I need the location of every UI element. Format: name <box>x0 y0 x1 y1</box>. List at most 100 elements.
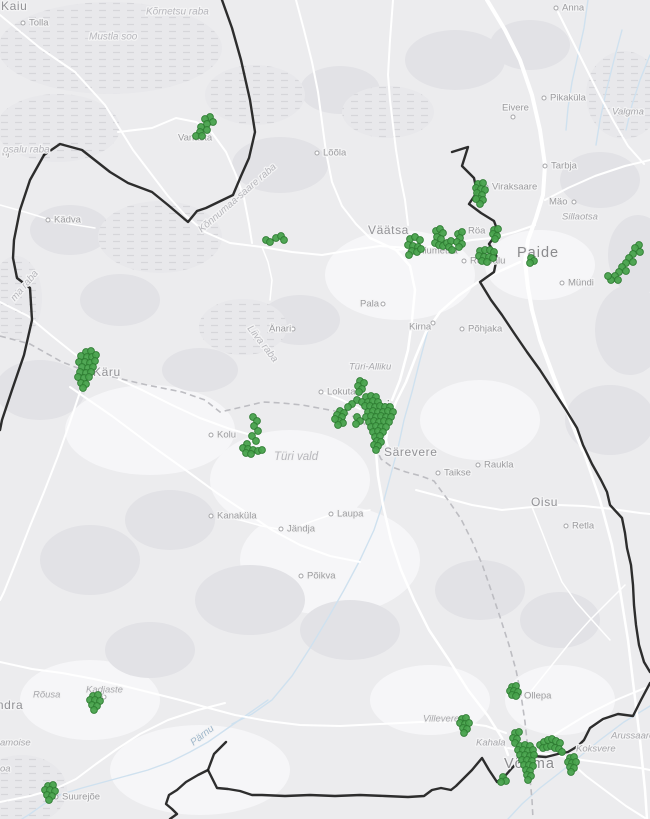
data-point[interactable] <box>614 276 622 284</box>
data-point[interactable] <box>491 235 499 243</box>
village-label: Lõõla <box>323 148 347 159</box>
data-point[interactable] <box>45 796 53 804</box>
data-point[interactable] <box>266 238 274 246</box>
village-label: Eivere <box>502 103 529 114</box>
bog-patch <box>98 201 222 273</box>
village-label: Kädva <box>54 215 82 226</box>
hamlet-label: Valgma <box>612 107 644 118</box>
data-point[interactable] <box>252 437 260 445</box>
village-label: Kolu <box>217 430 236 441</box>
data-point[interactable] <box>90 706 98 714</box>
data-point[interactable] <box>203 126 211 134</box>
village-marker <box>559 280 565 286</box>
village-marker <box>318 389 324 395</box>
forest-patch <box>125 490 215 550</box>
village-label: Mündi <box>568 278 594 289</box>
data-point[interactable] <box>489 254 497 262</box>
village-label: nj <box>2 148 9 159</box>
data-point[interactable] <box>629 258 637 266</box>
cluster-east-diagonal <box>604 241 644 284</box>
data-point[interactable] <box>526 259 534 267</box>
data-point[interactable] <box>636 248 644 256</box>
hamlet-label: oa <box>0 764 11 775</box>
cluster-piiumetsa-e <box>453 228 466 251</box>
data-point[interactable] <box>334 421 342 429</box>
data-point[interactable] <box>405 251 413 259</box>
cluster-vohma-n <box>509 728 523 747</box>
village-label: Pala <box>360 299 380 310</box>
road-line <box>415 489 650 515</box>
town-label: Kaiu <box>1 0 27 13</box>
admin-boundary-line <box>450 145 650 674</box>
village-label: Änari <box>269 324 291 335</box>
data-point[interactable] <box>344 403 352 411</box>
field-patch <box>485 230 595 300</box>
forest-patch <box>560 152 640 208</box>
forest-patch <box>40 525 140 595</box>
data-point[interactable] <box>258 446 266 454</box>
data-point[interactable] <box>558 748 566 756</box>
city-label: Paide <box>517 245 559 261</box>
road-line <box>368 236 417 402</box>
data-point[interactable] <box>355 388 363 396</box>
cluster-roa-e <box>489 225 502 243</box>
forest-patch <box>162 348 238 392</box>
village-label: Mäo <box>549 197 567 208</box>
data-point[interactable] <box>604 272 612 280</box>
data-point[interactable] <box>417 245 425 253</box>
data-point[interactable] <box>524 776 532 784</box>
hamlet-label: Villevere <box>423 714 459 725</box>
data-point[interactable] <box>512 692 520 700</box>
stream-line <box>231 329 429 725</box>
data-point[interactable] <box>372 446 380 454</box>
village-marker <box>208 432 214 438</box>
data-point[interactable] <box>476 200 484 208</box>
village-label: Lokuta <box>327 387 356 398</box>
road-line <box>261 246 273 301</box>
railway-layer <box>0 335 534 819</box>
data-point[interactable] <box>448 246 456 254</box>
data-point[interactable] <box>352 420 360 428</box>
village-label: Suurejõe <box>62 792 100 803</box>
data-point[interactable] <box>472 195 480 203</box>
village-marker <box>435 470 441 476</box>
road-line <box>539 687 646 745</box>
hamlet-label: Koksvere <box>576 744 616 755</box>
road-line <box>0 301 256 437</box>
data-point[interactable] <box>198 132 206 140</box>
village-marker <box>510 114 516 120</box>
data-point[interactable] <box>460 729 468 737</box>
village-marker <box>328 511 334 517</box>
bog-patch <box>205 65 305 125</box>
data-point[interactable] <box>79 384 87 392</box>
data-point[interactable] <box>250 422 258 430</box>
data-point[interactable] <box>567 768 575 776</box>
village-marker <box>475 462 481 468</box>
data-point[interactable] <box>455 243 463 251</box>
data-point[interactable] <box>416 236 424 244</box>
village-label: Retla <box>572 521 595 532</box>
village-label: Ollepa <box>524 691 552 702</box>
village-label: Röa <box>468 226 486 237</box>
data-point[interactable] <box>483 258 491 266</box>
data-point[interactable] <box>622 267 630 275</box>
data-point[interactable] <box>85 373 93 381</box>
data-point[interactable] <box>515 728 523 736</box>
road-line <box>374 450 510 757</box>
area-label: Mustla soo <box>89 32 138 43</box>
data-point[interactable] <box>248 432 256 440</box>
village-marker <box>542 163 548 169</box>
field-patch <box>505 665 615 735</box>
data-point[interactable] <box>331 415 339 423</box>
cluster-kadjaste <box>86 691 104 714</box>
road-line <box>0 661 507 734</box>
cluster-piiumetsa-w <box>404 233 425 259</box>
data-point[interactable] <box>254 427 262 435</box>
village-label: Kirna <box>409 322 432 333</box>
data-point[interactable] <box>247 450 255 458</box>
data-point[interactable] <box>497 778 505 786</box>
data-point[interactable] <box>280 236 288 244</box>
